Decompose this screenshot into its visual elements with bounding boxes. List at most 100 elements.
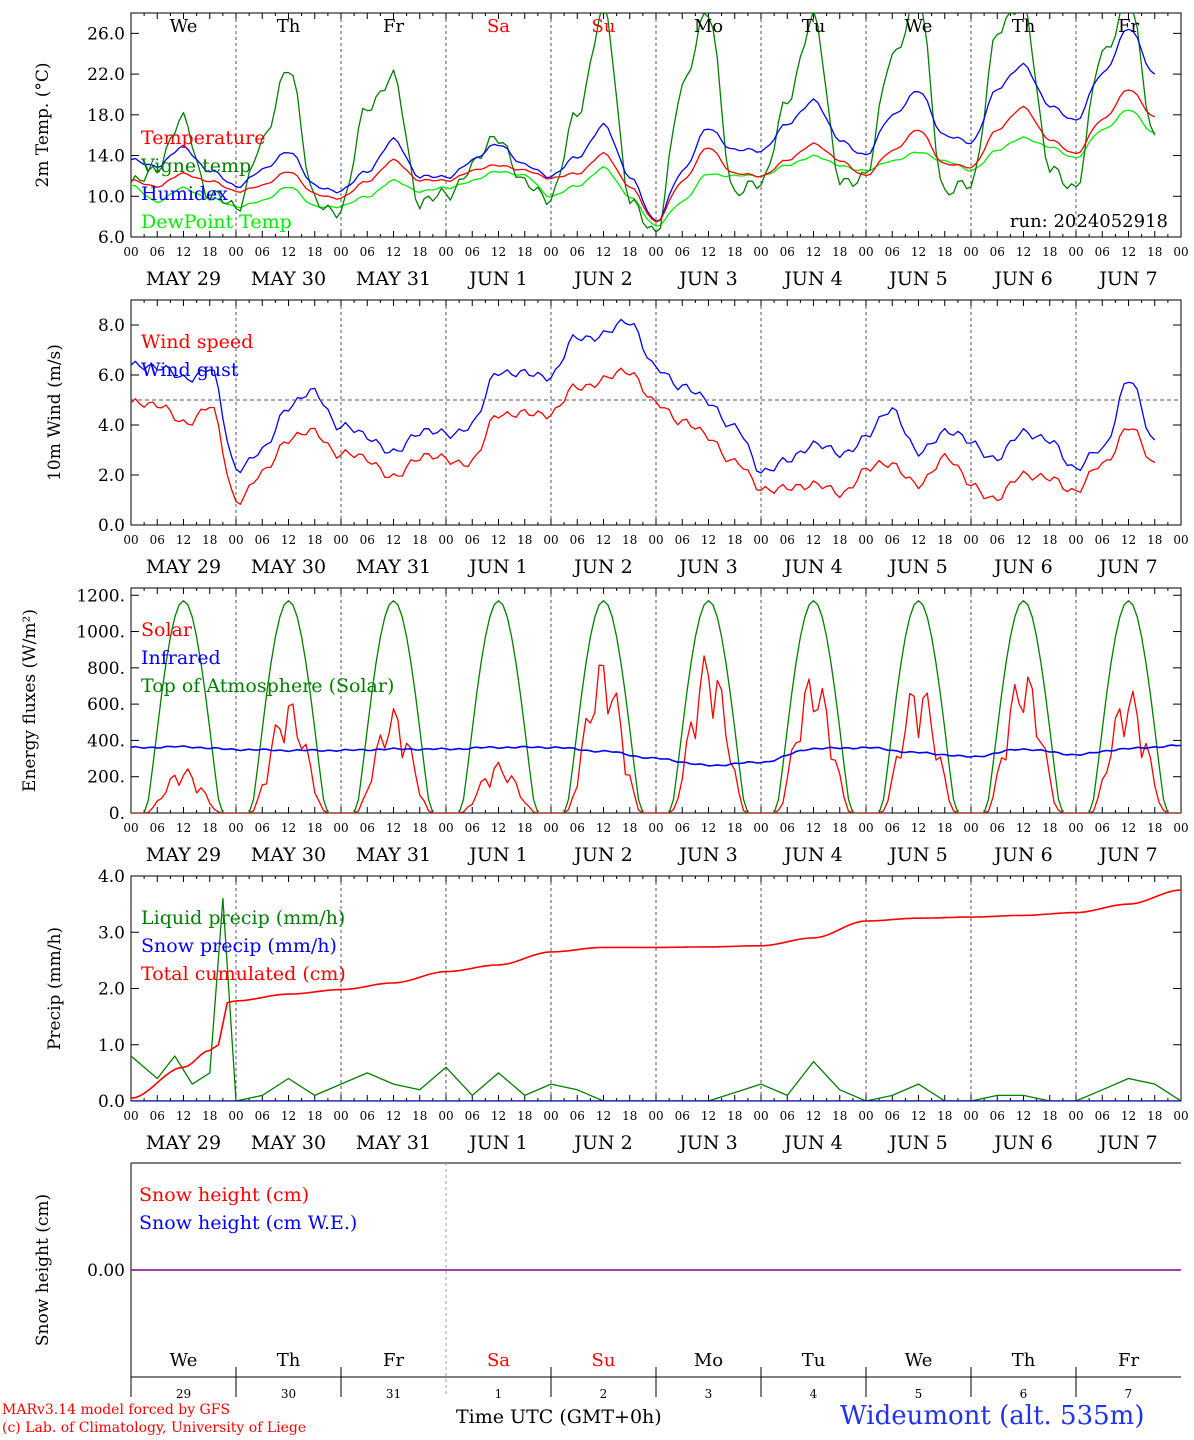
y-tick-label: 8.0 [98, 316, 125, 336]
hour-tick-label: 18 [1147, 1109, 1162, 1123]
y-tick-label: 0.00 [87, 1261, 125, 1281]
hour-tick-label: 12 [386, 821, 401, 835]
y-tick-label: 6.0 [98, 228, 125, 248]
hour-tick-label: 06 [465, 1109, 480, 1123]
date-label: MAY 29 [146, 844, 221, 866]
hour-tick-label: 12 [491, 1109, 506, 1123]
hour-tick-label: 00 [333, 245, 348, 259]
date-label: JUN 4 [782, 268, 842, 290]
legend-entry-temperature: Temperature [141, 127, 265, 149]
hour-tick-label: 12 [911, 533, 926, 547]
date-label: MAY 29 [146, 268, 221, 290]
legend-entry-liquid-precip-mm-h-: Liquid precip (mm/h) [141, 907, 345, 929]
date-label: JUN 6 [992, 1132, 1052, 1154]
hour-tick-label: 12 [176, 1109, 191, 1123]
day-number-label: 30 [281, 1387, 296, 1401]
hour-tick-label: 00 [543, 821, 558, 835]
weekday-label: Sa [487, 1350, 510, 1371]
hour-tick-label: 18 [937, 821, 952, 835]
hour-tick-label: 12 [176, 245, 191, 259]
legend-entry-total-cumulated-cm-: Total cumulated (cm) [141, 963, 346, 985]
series-line-total-cumulated [131, 889, 1181, 1099]
hour-tick-label: 18 [622, 1109, 637, 1123]
date-label: JUN 1 [467, 1132, 527, 1154]
y-tick-label: 26.0 [87, 24, 125, 44]
hour-tick-label: 00 [333, 533, 348, 547]
hour-tick-label: 06 [780, 821, 795, 835]
hour-tick-label: 06 [255, 821, 270, 835]
series-line-wind-speed [131, 367, 1156, 505]
hour-tick-label: 18 [1042, 1109, 1057, 1123]
hour-tick-label: 12 [596, 533, 611, 547]
hour-tick-label: 00 [228, 821, 243, 835]
hour-tick-label: 18 [622, 821, 637, 835]
date-label: JUN 7 [1097, 556, 1157, 578]
weekday-label: Mo [694, 16, 723, 37]
date-label: JUN 3 [677, 844, 737, 866]
hour-tick-label: 00 [963, 245, 978, 259]
y-tick-label: 1000. [76, 623, 125, 643]
hour-tick-label: 06 [675, 1109, 690, 1123]
hour-tick-label: 12 [596, 821, 611, 835]
hour-tick-label: 12 [491, 821, 506, 835]
date-label: JUN 2 [572, 268, 632, 290]
series-group-wind [131, 318, 1156, 505]
hour-tick-label: 06 [150, 821, 165, 835]
hour-tick-label: 12 [806, 1109, 821, 1123]
weekday-label: Mo [694, 1350, 723, 1371]
hour-tick-label: 12 [911, 245, 926, 259]
hour-tick-label: 00 [648, 1109, 663, 1123]
hour-tick-label: 06 [255, 1109, 270, 1123]
hour-tick-label: 12 [596, 1109, 611, 1123]
y-tick-label: 14.0 [87, 147, 125, 167]
hour-tick-label: 00 [963, 533, 978, 547]
day-number-label: 1 [495, 1387, 503, 1401]
hour-tick-label: 00 [1173, 1109, 1188, 1123]
hour-tick-label: 00 [123, 533, 138, 547]
day-number-label: 5 [915, 1387, 923, 1401]
hour-tick-label: 00 [228, 245, 243, 259]
y-tick-label: 4.0 [98, 867, 125, 887]
hour-tick-label: 12 [1121, 245, 1136, 259]
hour-tick-label: 18 [1042, 245, 1057, 259]
hour-tick-label: 12 [701, 1109, 716, 1123]
date-label: JUN 4 [782, 844, 842, 866]
hour-tick-label: 12 [281, 245, 296, 259]
hour-tick-label: 18 [622, 533, 637, 547]
x-axis-title: Time UTC (GMT+0h) [456, 1406, 662, 1428]
model-credit: MARv3.14 model forced by GFS [2, 1402, 231, 1418]
hour-tick-label: 12 [596, 245, 611, 259]
hour-tick-label: 12 [1016, 821, 1031, 835]
hour-tick-label: 06 [780, 245, 795, 259]
hour-tick-label: 06 [675, 245, 690, 259]
hour-tick-label: 00 [1068, 821, 1083, 835]
y-tick-label: 1200. [76, 586, 125, 606]
day-number-label: 2 [600, 1387, 608, 1401]
y-tick-label: 400. [87, 731, 125, 751]
hour-tick-label: 00 [858, 533, 873, 547]
hour-tick-label: 12 [491, 245, 506, 259]
hour-tick-label: 12 [701, 533, 716, 547]
date-label: JUN 5 [887, 1132, 947, 1154]
hour-tick-label: 18 [937, 245, 952, 259]
y-tick-label: 1.0 [98, 1036, 125, 1056]
date-label: JUN 5 [887, 556, 947, 578]
legend-entry-top-of-atmosphere-solar-: Top of Atmosphere (Solar) [141, 675, 394, 697]
date-label: MAY 30 [251, 268, 326, 290]
date-label: JUN 7 [1097, 844, 1157, 866]
date-label: MAY 30 [251, 1132, 326, 1154]
hour-tick-label: 18 [727, 245, 742, 259]
date-label: JUN 6 [992, 844, 1052, 866]
hour-tick-label: 06 [465, 533, 480, 547]
y-tick-label: 600. [87, 695, 125, 715]
series-line-wind-gust [131, 318, 1156, 474]
hour-tick-label: 12 [806, 245, 821, 259]
hour-tick-label: 12 [806, 533, 821, 547]
hour-tick-label: 12 [1016, 533, 1031, 547]
y-tick-label: 800. [87, 659, 125, 679]
y-tick-label: 0. [109, 804, 125, 824]
hour-tick-label: 00 [123, 245, 138, 259]
hour-tick-label: 18 [937, 533, 952, 547]
hour-tick-label: 12 [176, 533, 191, 547]
hour-tick-label: 06 [1095, 1109, 1110, 1123]
